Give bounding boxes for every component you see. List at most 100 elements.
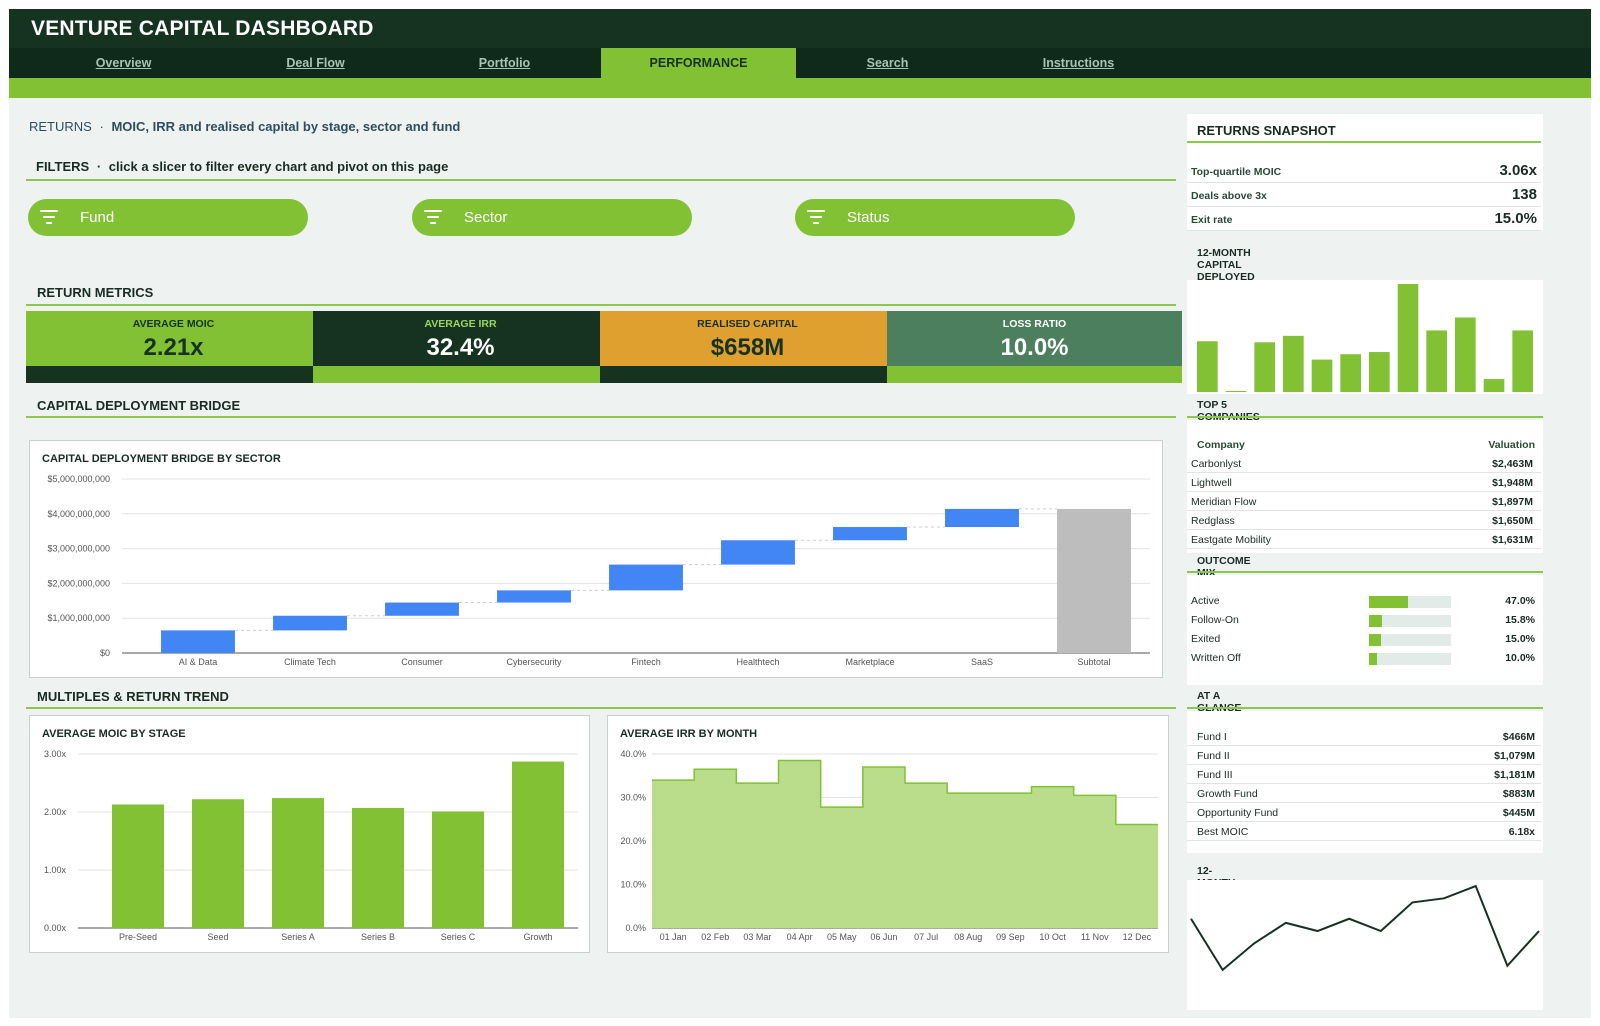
glance-label: Growth Fund <box>1197 788 1258 800</box>
irr-chart: 0.0% 10.0% 20.0% 30.0% 40.0% 01 Jan 02 Feb 03 M… <box>620 749 1158 942</box>
snapshot-label: Exit rate <box>1191 214 1233 226</box>
col-valuation-header: Valuation <box>1488 439 1535 451</box>
outcome-label: Follow-On <box>1191 614 1239 626</box>
slicer-sector-label: Sector <box>464 209 508 226</box>
kpi-strip <box>313 366 608 383</box>
outcome-bar-track <box>1369 596 1451 608</box>
irr-chart-panel: AVERAGE IRR BY MONTH 0.0% 10.0% 20.0% 30.0%… <box>607 715 1169 953</box>
moic-bar <box>192 799 244 928</box>
x-tick-label: SaaS <box>971 657 993 667</box>
capital-bar <box>1340 354 1361 392</box>
table-row: Lightwell $1,948M <box>1187 473 1541 492</box>
return-metrics-heading: RETURN METRICS <box>37 285 154 300</box>
accent-strip <box>9 78 1591 98</box>
outcome-value: 47.0% <box>1505 595 1535 607</box>
x-tick-label: Consumer <box>401 657 443 667</box>
capital-bar <box>1369 352 1390 392</box>
tab-instructions[interactable]: Instructions <box>1042 56 1115 70</box>
tab-portfolio[interactable]: Portfolio <box>478 56 531 70</box>
capital-deployed-chart <box>1197 284 1533 392</box>
company-name: Eastgate Mobility <box>1191 534 1271 546</box>
y-tick-label: 2.00x <box>44 807 67 817</box>
y-tick-label: 0.00x <box>44 923 67 933</box>
tab-overview[interactable]: Overview <box>95 56 152 70</box>
table-row: Redglass $1,650M <box>1187 511 1541 530</box>
moic-chart: 0.00x 1.00x 2.00x 3.00x Pre-Seed Seed Series A… <box>44 749 578 942</box>
multiples-section-heading: MULTIPLES & RETURN TREND <box>37 689 229 704</box>
x-tick-label: 09 Sep <box>996 932 1025 942</box>
at-a-glance-card: Fund I $466M Fund II $1,079M Fund III $1… <box>1187 711 1543 853</box>
kpi-value: $658M <box>710 334 785 361</box>
x-tick-label: Series C <box>441 932 476 942</box>
moic-bar <box>112 804 164 928</box>
table-row: Eastgate Mobility $1,631M <box>1187 530 1541 549</box>
y-tick-label: $4,000,000,000 <box>47 509 110 519</box>
kpi-average-irr: AVERAGE IRR 32.4% <box>313 311 608 366</box>
kpi-label: LOSS RATIO <box>1002 318 1067 330</box>
irr-line <box>652 759 1158 826</box>
kpi-strip <box>26 366 321 383</box>
x-tick-label: Marketplace <box>845 657 894 667</box>
capital-bar <box>1311 359 1333 392</box>
table-row: Carbonlyst $2,463M <box>1187 454 1541 473</box>
glance-value: 6.18x <box>1508 826 1535 838</box>
bridge-bar <box>1057 508 1131 653</box>
y-tick-label: $1,000,000,000 <box>47 613 110 623</box>
capital-bar <box>1397 284 1419 392</box>
slicer-status[interactable]: Status <box>795 199 1075 236</box>
returns-snapshot-card: RETURNS SNAPSHOT Top-quartile MOIC 3.06x… <box>1187 114 1543 231</box>
glance-row: Best MOIC 6.18x <box>1187 822 1541 841</box>
snapshot-row: Exit rate 15.0% <box>1187 207 1541 231</box>
bridge-bar <box>945 508 1019 528</box>
x-tick-label: 08 Aug <box>954 932 982 942</box>
slicer-sector[interactable]: Sector <box>412 199 692 236</box>
capital-bar <box>1283 335 1304 392</box>
outcome-underline <box>1187 571 1543 573</box>
x-tick-label: 02 Feb <box>701 932 729 942</box>
glance-underline <box>1187 707 1543 709</box>
top5-underline <box>1187 416 1543 418</box>
returns-separator: · <box>99 119 104 134</box>
x-tick-label: 04 Apr <box>787 932 813 942</box>
x-tick-label: Cybersecurity <box>506 657 562 667</box>
x-tick-label: 03 Mar <box>743 932 771 942</box>
moic-bar <box>352 807 404 928</box>
outcome-bar-track <box>1369 653 1451 665</box>
glance-value: $1,181M <box>1494 769 1535 781</box>
outcome-row: Follow-On 15.8% <box>1187 611 1541 630</box>
outcome-bar-fill <box>1369 615 1382 627</box>
filter-icon <box>40 210 58 224</box>
x-tick-label: Climate Tech <box>284 657 336 667</box>
x-tick-label: Fintech <box>631 657 661 667</box>
tab-performance[interactable]: PERFORMANCE <box>601 48 796 78</box>
outcome-row: Active 47.0% <box>1187 592 1541 611</box>
outcome-label: Exited <box>1191 633 1221 645</box>
x-tick-label: AI & Data <box>179 657 218 667</box>
y-tick-label: $2,000,000,000 <box>47 578 110 588</box>
y-tick-label: 3.00x <box>44 749 67 759</box>
tab-search[interactable]: Search <box>866 56 909 70</box>
filters-underline <box>26 179 1176 181</box>
slicer-status-label: Status <box>847 209 890 226</box>
moic-chart-panel: AVERAGE MOIC BY STAGE 0.00x 1.00x 2.00x 3.0… <box>29 715 590 953</box>
title-bar: VENTURE CAPITAL DASHBOARD <box>9 9 1591 48</box>
glance-label: Opportunity Fund <box>1197 807 1279 819</box>
moic-bar <box>272 798 324 928</box>
y-tick-label: 10.0% <box>620 880 646 890</box>
page-subtitle: RETURNS · MOIC, IRR and realised capital… <box>29 119 460 134</box>
snapshot-label: Top-quartile MOIC <box>1191 166 1282 178</box>
outcome-bar-fill <box>1369 596 1408 608</box>
deal-volume-line <box>1190 884 1540 972</box>
x-tick-label: 10 Oct <box>1039 932 1066 942</box>
x-tick-label: Subtotal <box>1077 657 1110 667</box>
snapshot-value: 15.0% <box>1494 210 1537 227</box>
tab-deal-flow[interactable]: Deal Flow <box>286 56 345 70</box>
kpi-label: AVERAGE IRR <box>424 318 497 330</box>
slicer-fund[interactable]: Fund <box>28 199 308 236</box>
snapshot-value: 138 <box>1511 186 1537 203</box>
glance-row: Fund III $1,181M <box>1187 765 1541 784</box>
outcome-value: 10.0% <box>1505 652 1535 664</box>
x-tick-label: 12 Dec <box>1123 932 1152 942</box>
glance-value: $466M <box>1502 731 1535 743</box>
glance-label: Fund II <box>1197 750 1230 762</box>
